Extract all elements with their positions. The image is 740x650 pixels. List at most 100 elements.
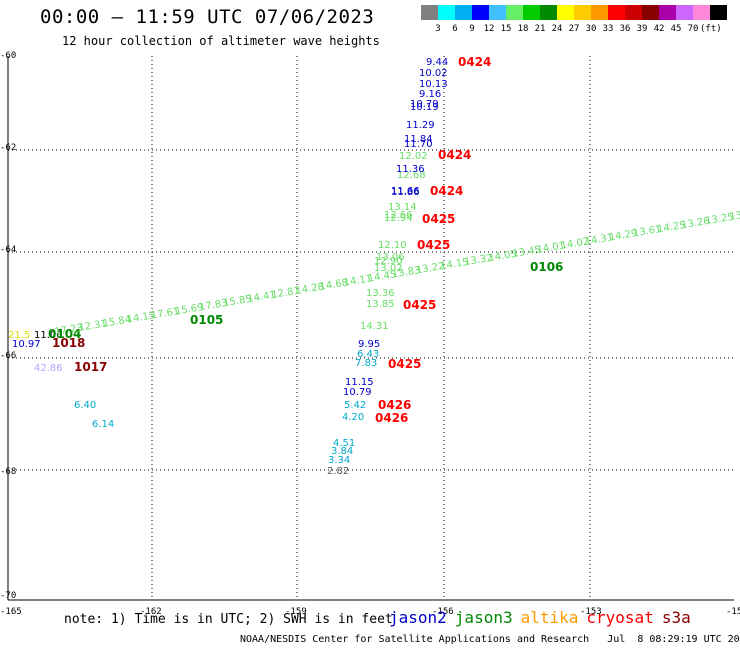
wave-height-value: 14.29 xyxy=(608,228,638,243)
colorbar-swatch xyxy=(676,5,693,20)
wave-height-value: 4.20 xyxy=(342,412,364,423)
lon-label: -162 xyxy=(140,607,162,617)
lat-label: -62 xyxy=(0,143,16,153)
wave-height-value: 14.05 xyxy=(488,249,518,264)
colorbar-label: 45 xyxy=(670,24,682,34)
colorbar-swatch xyxy=(625,5,642,20)
pass-time-label: 1017 xyxy=(74,360,107,374)
wave-height-value: 14.68 xyxy=(319,277,349,292)
colorbar-label: 33 xyxy=(602,24,614,34)
wave-height-value: 12.94 xyxy=(384,213,413,224)
wave-height-value: 17.23 xyxy=(54,323,84,338)
wave-height-value: 15.69 xyxy=(174,302,204,317)
wave-height-value: 11.66 xyxy=(391,186,420,197)
wave-height-value: 2.82 xyxy=(327,466,349,477)
wave-height-value: 14.25 xyxy=(656,220,686,235)
colorbar-swatch xyxy=(523,5,540,20)
colorbar-label: 12 xyxy=(483,24,495,34)
wave-height-value: 14.01 xyxy=(536,240,566,255)
colorbar-label: 21 xyxy=(534,24,546,34)
wave-height-value: 14.31 xyxy=(360,321,389,332)
wave-height-value: 5.42 xyxy=(344,400,366,411)
lon-label: -156 xyxy=(432,607,454,617)
wave-height-value: 10.79 xyxy=(343,387,372,398)
wave-height-value: 11.29 xyxy=(406,120,435,131)
colorbar-swatch xyxy=(472,5,489,20)
wave-height-value: 12.68 xyxy=(397,170,426,181)
mission-legend-item: jason3 xyxy=(454,608,513,627)
wave-height-value: 13.85 xyxy=(366,299,395,310)
pass-time-label: 0426 xyxy=(375,411,408,425)
wave-height-value: 12.81 xyxy=(271,286,301,301)
pass-time-label: 0424 xyxy=(438,148,471,162)
lon-label: -15 xyxy=(726,607,740,617)
wave-height-value: 13.32 xyxy=(464,253,494,268)
lon-label: -165 xyxy=(0,607,22,617)
pass-time-label: 0424 xyxy=(458,55,491,69)
wave-height-value: 3.34 xyxy=(328,455,350,466)
page-subtitle: 12 hour collection of altimeter wave hei… xyxy=(62,34,380,48)
wave-height-value: 10.97 xyxy=(12,339,41,350)
colorbar-label: 70 xyxy=(687,24,699,34)
axis-labels: -60 -62 -64 -66 -68 -70 -165 -162 -159 -156 -153 -1… xyxy=(0,51,740,617)
lat-label: -68 xyxy=(0,467,16,477)
mission-legend: jason2 jason3 altika cryosat s3a xyxy=(389,608,699,627)
wave-height-value: 12.31 xyxy=(78,319,108,334)
colorbar-label: 39 xyxy=(636,24,648,34)
map-grid xyxy=(7,56,734,601)
wave-height-value: 12.02 xyxy=(399,151,428,162)
wave-height-value: 12.90 xyxy=(374,256,403,267)
mission-legend-item: cryosat xyxy=(586,608,654,627)
colorbar-swatch xyxy=(591,5,608,20)
colorbar-swatch xyxy=(438,5,455,20)
wave-height-value: 11.06 xyxy=(34,330,63,341)
wave-height-value: 13.25 xyxy=(705,212,735,227)
colorbar-label: 30 xyxy=(585,24,597,34)
wave-height-value: 13.14 xyxy=(388,202,417,213)
wave-height-value: 10.02 xyxy=(419,68,448,79)
wave-height-value: 3.84 xyxy=(331,446,353,457)
wave-height-value: 11.70 xyxy=(404,139,433,150)
colorbar-label: 15 xyxy=(500,24,512,34)
wave-height-value: 14.45 xyxy=(367,269,397,284)
wave-height-value: 13.61 xyxy=(632,224,662,239)
pass-time-label: 0104 xyxy=(48,327,81,341)
wave-height-value: 6.14 xyxy=(92,419,114,430)
mission-legend-item: jason2 xyxy=(389,608,447,627)
lat-label: -60 xyxy=(0,51,16,61)
colorbar-swatch xyxy=(421,5,438,20)
wave-height-value: 14.15 xyxy=(126,310,156,325)
pass-time-label: 0105 xyxy=(190,313,223,327)
footer-note: note: 1) Time is in UTC; 2) SWH is in fe… xyxy=(64,612,393,627)
mission-legend-item: altika xyxy=(520,608,579,627)
wave-height-value: 11.15 xyxy=(345,377,374,388)
colorbar-label: 42 xyxy=(653,24,665,34)
lon-label: -159 xyxy=(285,607,307,617)
wave-height-value: 13.02 xyxy=(374,263,403,274)
wave-height-data: 9.4410.0210.139.1610.1910.7911.2911.8411… xyxy=(8,55,740,477)
wave-height-value: 21.5 xyxy=(8,330,30,341)
lat-label: -70 xyxy=(0,591,16,601)
pass-time-label: 1018 xyxy=(52,336,85,350)
wave-height-value: 9.16 xyxy=(419,89,441,100)
pass-time-label: 0106 xyxy=(530,260,563,274)
colorbar-label: 27 xyxy=(568,24,580,34)
wave-height-value: 42.86 xyxy=(34,363,63,374)
wave-height-value: 11.36 xyxy=(396,164,425,175)
colorbar-swatch xyxy=(489,5,506,20)
colorbar-swatch xyxy=(557,5,574,20)
wave-height-value: 10.79 xyxy=(410,99,439,110)
wave-height-value: 14.31 xyxy=(584,232,614,247)
wave-height-value: 12.66 xyxy=(384,210,413,221)
colorbar-swatch xyxy=(574,5,591,20)
wave-height-value: 10.19 xyxy=(410,102,439,113)
wave-height-value: 13.83 xyxy=(391,265,421,280)
footer-credit: NOAA/NESDIS Center for Satellite Applica… xyxy=(240,634,740,645)
lon-label: -153 xyxy=(580,607,602,617)
wave-height-value: 14.15 xyxy=(439,257,469,272)
wave-height-value: 6.43 xyxy=(357,349,379,360)
colorbar-swatch xyxy=(659,5,676,20)
colorbar-swatch xyxy=(540,5,557,20)
colorbar-label: 24 xyxy=(551,24,563,34)
wave-height-value: 14.41 xyxy=(247,290,277,305)
